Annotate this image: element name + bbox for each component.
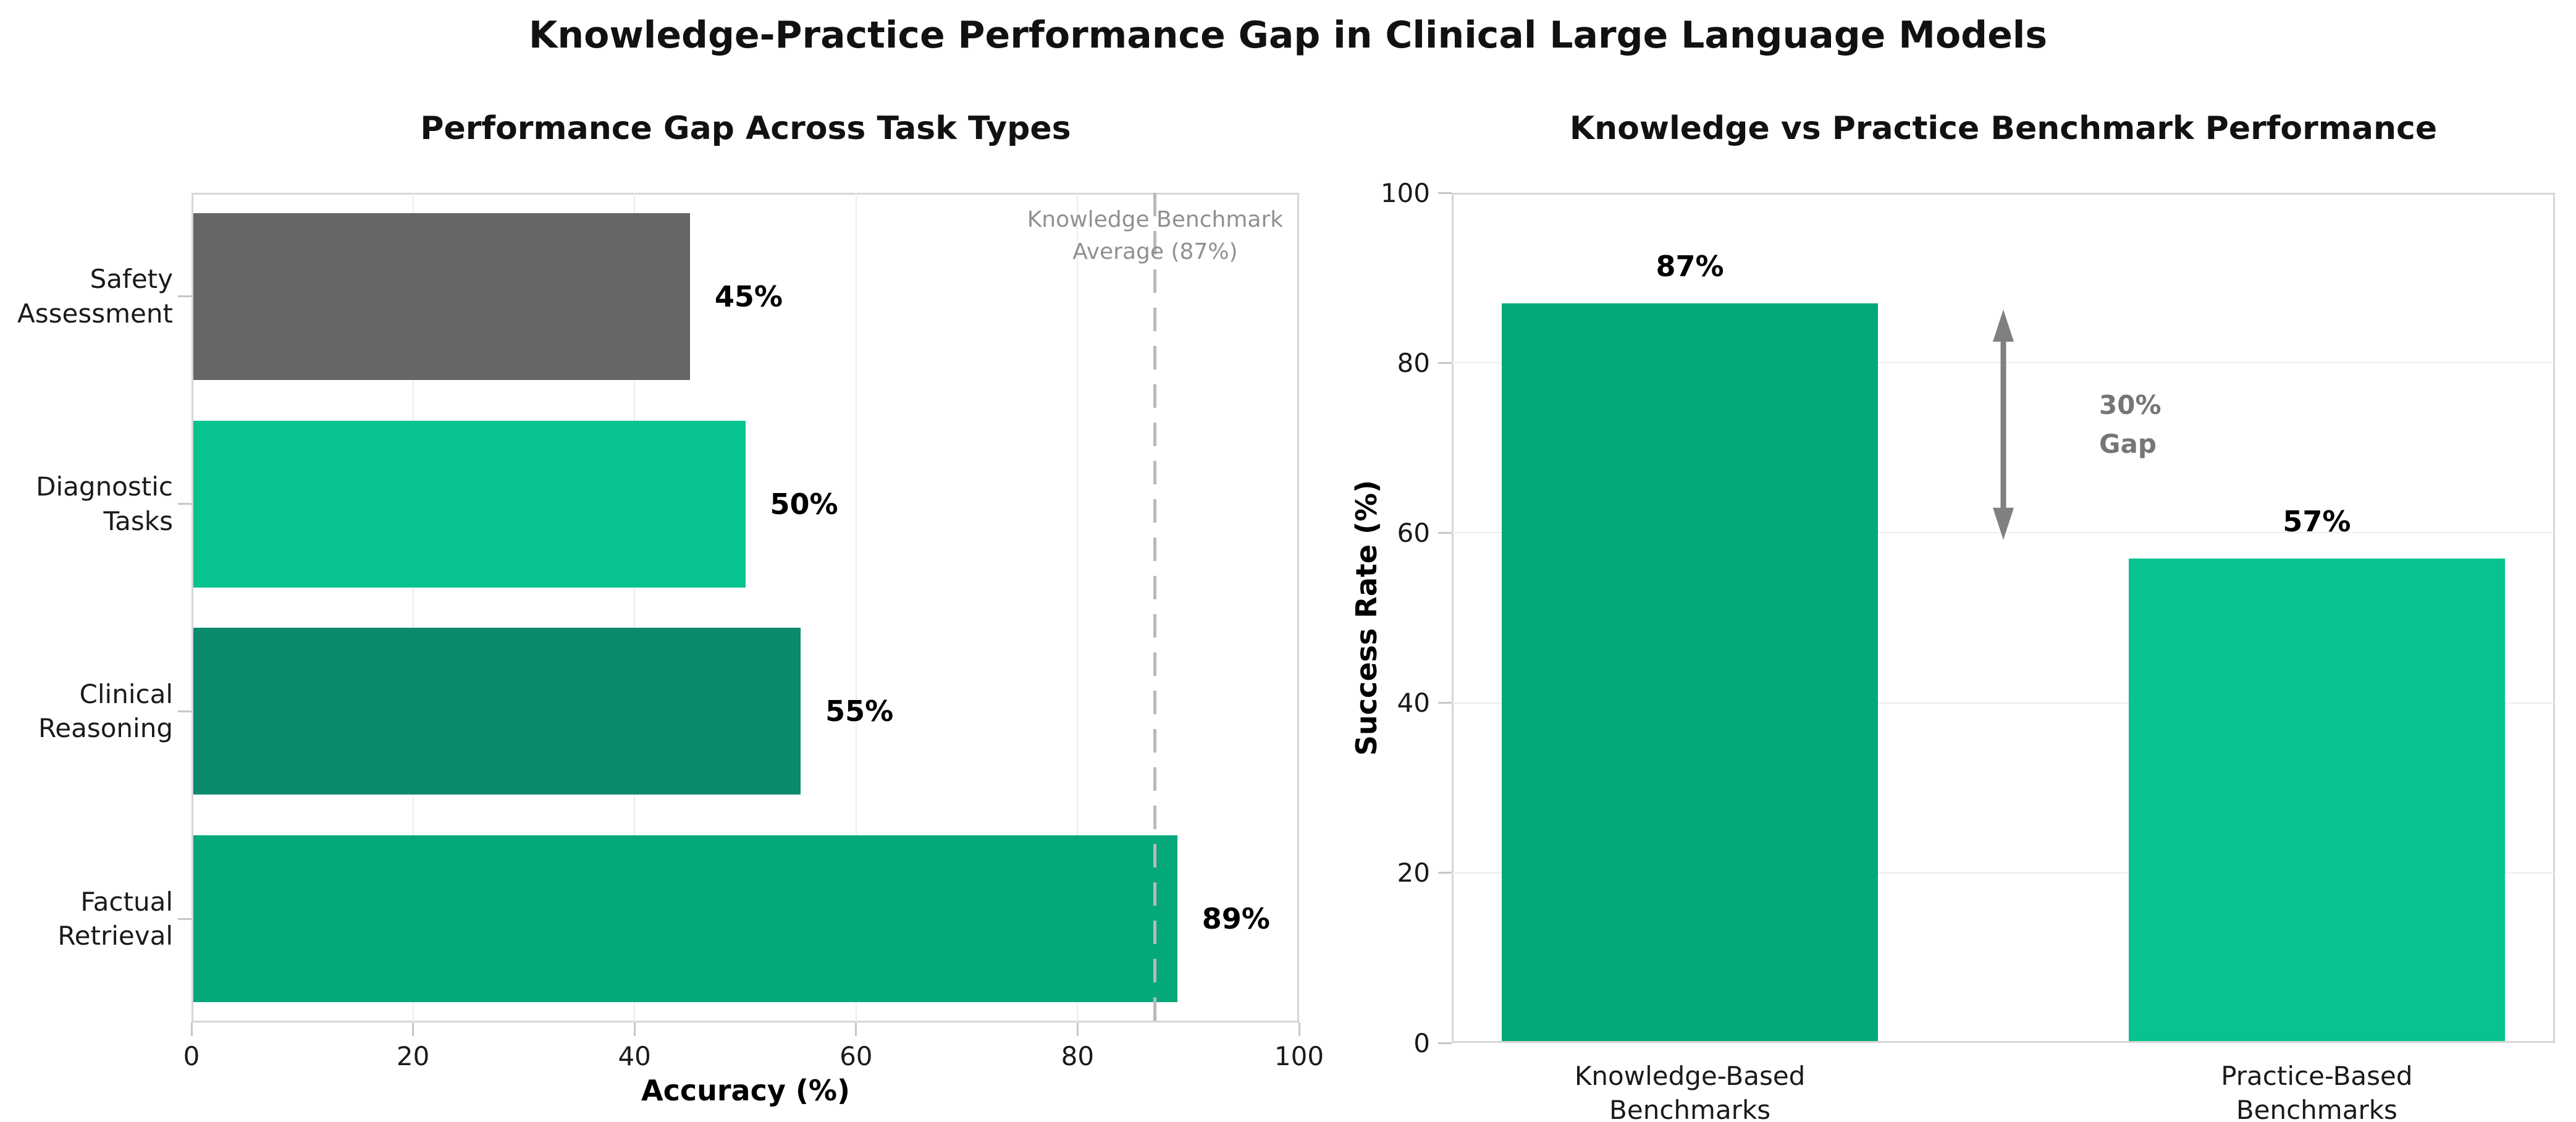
y-category-label: Clinical Reasoning	[38, 678, 173, 744]
x-tick-mark	[633, 1023, 636, 1036]
bar-value-label: 50%	[770, 487, 838, 521]
y-tick-mark	[178, 917, 192, 920]
bar-value-label: 89%	[1202, 902, 1270, 936]
bar-diagnostic-tasks	[193, 420, 746, 588]
left-chart-title: Performance Gap Across Task Types	[420, 110, 1071, 147]
x-tick-mark	[190, 1023, 193, 1036]
figure-title: Knowledge-Practice Performance Gap in Cl…	[528, 14, 2048, 57]
y-tick-label: 20	[1397, 858, 1430, 888]
bar-knowledge-based-benchmarks	[1502, 303, 1879, 1041]
reference-line-label: Knowledge Benchmark Average (87%)	[1027, 207, 1284, 265]
x-category-label: Practice-Based Benchmarks	[2221, 1060, 2413, 1122]
x-tick-mark	[1298, 1023, 1300, 1036]
x-category-label: Knowledge-Based Benchmarks	[1574, 1060, 1806, 1122]
y-tick-mark	[178, 295, 192, 298]
gridline-x-40	[634, 193, 636, 1023]
y-tick-mark	[1438, 872, 1452, 874]
y-tick-mark	[1438, 1042, 1452, 1044]
bar-value-label: 45%	[714, 279, 783, 313]
y-tick-mark	[1438, 361, 1452, 364]
x-tick-label: 60	[840, 1040, 873, 1071]
x-tick-label: 80	[1061, 1040, 1095, 1071]
y-tick-mark	[1438, 192, 1452, 194]
y-tick-mark	[178, 710, 192, 712]
y-tick-label: 40	[1397, 688, 1430, 719]
bar-practice-based-benchmarks	[2128, 558, 2505, 1041]
gridline-y-20	[1452, 872, 2555, 874]
gap-arrow	[1993, 309, 2014, 540]
y-tick-mark	[1438, 531, 1452, 534]
bar-safety-assessment	[193, 213, 690, 380]
y-tick-label: 60	[1397, 517, 1430, 548]
gridline-x-60	[855, 193, 857, 1023]
x-tick-label: 100	[1274, 1040, 1324, 1071]
x-tick-mark	[1076, 1023, 1079, 1036]
x-tick-mark	[855, 1023, 857, 1036]
gap-annotation-label: 30% Gap	[2099, 390, 2161, 460]
gridline-x-20	[412, 193, 414, 1023]
bar-factual-retrieval	[193, 835, 1177, 1003]
x-tick-label: 40	[618, 1040, 651, 1071]
gridline-y-40	[1452, 702, 2555, 704]
bar-value-label: 57%	[2283, 504, 2351, 538]
y-category-label: Safety Assessment	[17, 264, 173, 329]
x-tick-mark	[412, 1023, 415, 1036]
y-tick-label: 80	[1397, 347, 1430, 378]
y-tick-label: 100	[1380, 177, 1430, 208]
right-chart-title: Knowledge vs Practice Benchmark Performa…	[1569, 110, 2438, 147]
x-tick-label: 0	[183, 1040, 200, 1071]
y-category-label: Factual Retrieval	[57, 886, 173, 951]
y-tick-mark	[178, 503, 192, 505]
bar-value-label: 87%	[1656, 249, 1724, 283]
x-tick-label: 20	[396, 1040, 430, 1071]
y-tick-label: 0	[1413, 1027, 1430, 1058]
reference-line	[1153, 193, 1157, 1023]
bar-clinical-reasoning	[193, 628, 801, 795]
gridline-x-80	[1077, 193, 1079, 1023]
x-axis-label: Accuracy (%)	[641, 1074, 850, 1107]
bar-value-label: 55%	[825, 694, 894, 728]
y-tick-mark	[1438, 702, 1452, 704]
y-category-label: Diagnostic Tasks	[36, 471, 173, 536]
